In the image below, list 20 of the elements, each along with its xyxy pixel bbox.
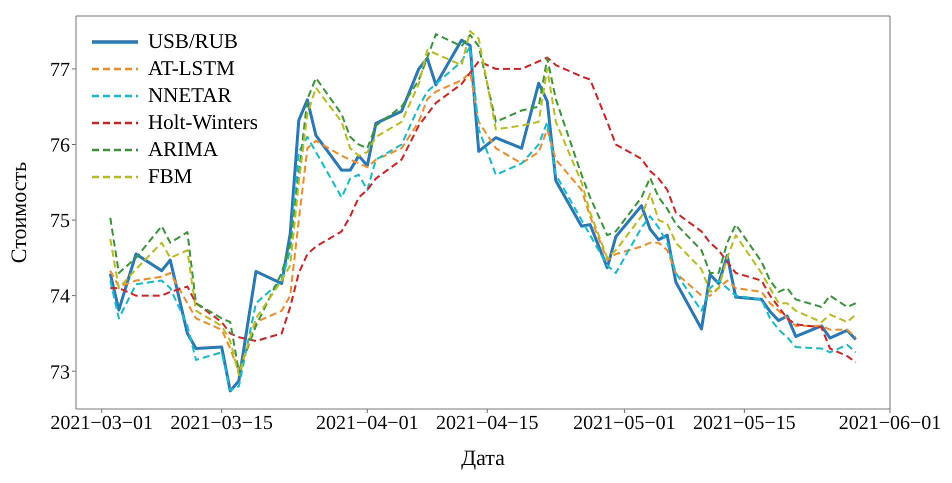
- y-tick-label: 77: [50, 59, 70, 82]
- x-axis-title: Дата: [461, 445, 506, 470]
- y-axis-title: Стоимость: [6, 162, 31, 264]
- y-tick-label: 73: [50, 361, 70, 384]
- legend-label: AT-LSTM: [148, 55, 235, 82]
- x-tick-label: 2021−03−01: [50, 412, 153, 434]
- x-tick-label: 2021−06−01: [838, 412, 942, 434]
- x-tick-label: 2021−03−15: [170, 412, 273, 434]
- x-tick-label: 2021−04−01: [316, 412, 419, 434]
- y-tick-label: 74: [50, 286, 70, 308]
- y-tick-label: 75: [50, 210, 70, 232]
- x-tick-label: 2021−04−15: [436, 412, 539, 434]
- legend-label: FBM: [148, 163, 192, 190]
- x-tick-label: 2021−05−15: [693, 412, 796, 434]
- legend-label: USB/RUB: [148, 28, 238, 55]
- legend-label: Holt-Winters: [148, 109, 258, 136]
- y-tick-label: 76: [50, 134, 70, 157]
- legend-label: NNETAR: [148, 82, 232, 109]
- x-tick-label: 2021−05−01: [573, 412, 676, 434]
- legend-label: ARIMA: [148, 136, 218, 163]
